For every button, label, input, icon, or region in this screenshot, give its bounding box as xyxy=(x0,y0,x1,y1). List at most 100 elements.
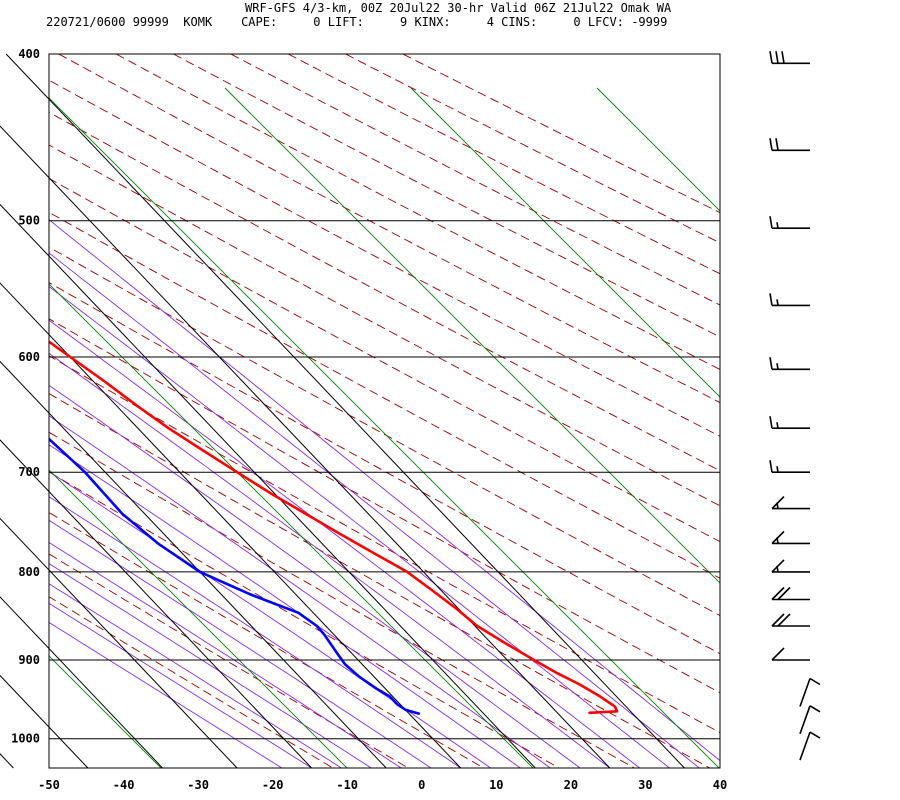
wind-barb-half-flag xyxy=(776,502,779,509)
x-tick-label: -20 xyxy=(262,778,284,792)
wind-barb-flag xyxy=(771,586,785,601)
dry-adiabat-line xyxy=(58,54,720,404)
moist-adiabat-line xyxy=(49,285,670,768)
wind-barb-half-flag xyxy=(776,466,779,473)
wind-barb-flag xyxy=(781,51,785,64)
mixing-ratio-line xyxy=(596,87,720,212)
dry-adiabat-line xyxy=(49,471,560,768)
temperature-trace xyxy=(49,340,619,715)
y-tick-label: 800 xyxy=(18,565,40,579)
isotherm-gridline xyxy=(0,203,536,769)
x-axis-ticks: -50 -40 -30 -20 -10 0 10 20 30 40 xyxy=(38,778,727,792)
mixing-ratio-line xyxy=(49,97,720,768)
wind-barb-flag xyxy=(769,216,773,229)
moist-adiabat-line xyxy=(49,252,700,768)
x-tick-label: 0 xyxy=(418,778,425,792)
isotherm-gridline xyxy=(0,517,238,769)
x-tick-label: -50 xyxy=(38,778,60,792)
wind-barb xyxy=(771,647,810,661)
chart-title: WRF-GFS 4/3-km, 00Z 20Jul22 30-hr Valid … xyxy=(245,1,672,15)
dry-adiabat-line xyxy=(402,54,720,214)
moist-adiabat-line xyxy=(49,563,372,768)
dry-adiabat-line xyxy=(49,553,409,768)
grid-lines xyxy=(0,53,720,769)
wind-barb-flag xyxy=(775,138,779,151)
y-tick-label: 1000 xyxy=(11,732,40,746)
y-tick-label: 700 xyxy=(18,465,40,479)
wind-barb xyxy=(769,357,810,371)
wind-barb xyxy=(799,705,821,735)
isotherm-gridline xyxy=(5,53,685,769)
moist-adiabat-line xyxy=(49,519,432,768)
y-axis-ticks: 400 500 600 700 800 900 1000 xyxy=(11,47,40,746)
isotherm-gridline xyxy=(0,439,312,769)
wind-barb-flag xyxy=(777,586,791,601)
moist-adiabat-line xyxy=(49,444,521,768)
mixing-ratio-line xyxy=(410,87,720,398)
wind-barb xyxy=(769,460,810,474)
wind-barb-flag xyxy=(769,357,773,370)
wind-barb-flag xyxy=(771,530,785,544)
wind-barb-flag xyxy=(775,51,779,64)
wind-barb-staff xyxy=(799,705,811,735)
wind-barb-flag xyxy=(809,677,821,686)
x-tick-label: -40 xyxy=(113,778,135,792)
wind-barb xyxy=(771,586,810,601)
dry-adiabat-line xyxy=(49,318,720,694)
dry-adiabat-line xyxy=(49,511,484,768)
moist-adiabat-line xyxy=(49,319,640,768)
wind-barb-flag xyxy=(777,613,791,627)
moist-adiabat-line xyxy=(49,352,611,768)
isotherm-gridline xyxy=(0,753,14,769)
x-tick-label: 20 xyxy=(564,778,578,792)
dry-adiabat-line xyxy=(173,54,720,338)
y-tick-label: 400 xyxy=(18,47,40,61)
moist-adiabat-line xyxy=(49,621,283,768)
moist-adiabat-line xyxy=(49,219,720,762)
wind-barb xyxy=(769,293,810,307)
dry-adiabat-line xyxy=(49,282,720,655)
wind-barb-staff xyxy=(799,678,811,707)
wind-barb-flag xyxy=(769,138,773,151)
moist-adiabat-line xyxy=(49,583,342,768)
dry-adiabat-line xyxy=(49,79,720,437)
wind-barb-flag xyxy=(769,51,773,64)
moist-adiabat-line xyxy=(49,471,491,768)
isotherm-gridline xyxy=(0,125,611,769)
wind-barbs-column xyxy=(769,51,821,761)
dry-adiabat-line xyxy=(230,54,720,306)
wind-barb xyxy=(769,216,810,229)
dry-adiabat-line xyxy=(49,111,720,472)
dry-adiabat-line xyxy=(49,596,334,768)
wind-barb-flag xyxy=(771,647,785,661)
mixing-ratio-line xyxy=(224,87,720,584)
x-tick-label: 40 xyxy=(713,778,727,792)
plot-frame xyxy=(48,53,721,769)
wind-barb-half-flag xyxy=(776,299,779,306)
y-tick-label: 900 xyxy=(18,653,40,667)
isotherm-gridline xyxy=(0,282,462,769)
moist-adiabat-line xyxy=(49,541,402,768)
moist-adiabat-line xyxy=(49,384,581,768)
x-tick-label: 10 xyxy=(489,778,503,792)
moist-adiabat-line xyxy=(49,496,461,768)
wind-barb xyxy=(799,731,821,761)
dewpoint-trace xyxy=(49,437,421,715)
mixing-ratio-line xyxy=(49,283,534,768)
wind-barb xyxy=(771,559,810,573)
wind-barb-flag xyxy=(771,559,785,573)
wind-barb-half-flag xyxy=(776,422,779,429)
mixing-ratio-line xyxy=(49,469,348,768)
isotherm-gridline xyxy=(0,674,89,769)
dry-adiabat-line xyxy=(49,431,635,768)
wind-barb-flag xyxy=(769,293,773,306)
wind-barb-flag xyxy=(771,496,785,510)
wind-barb-half-flag xyxy=(776,537,779,544)
wind-barb xyxy=(771,530,810,545)
wind-barb-half-flag xyxy=(776,363,779,370)
dry-adiabat-line xyxy=(49,211,720,579)
dry-adiabat-line xyxy=(287,54,720,275)
dry-adiabat-line xyxy=(49,355,720,734)
wind-barb xyxy=(769,138,810,152)
moist-adiabat-line xyxy=(49,415,551,768)
